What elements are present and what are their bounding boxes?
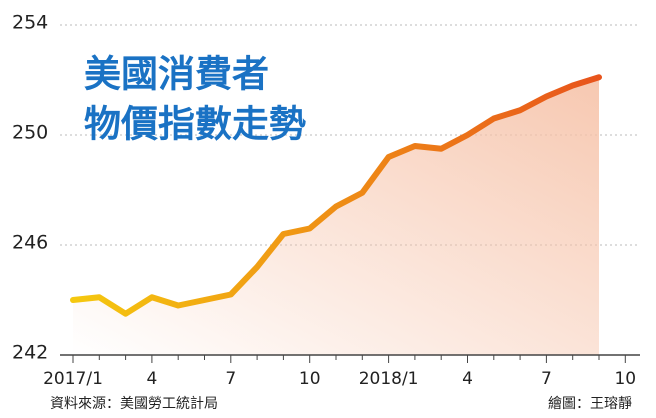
x-tick-label: 7 — [225, 369, 236, 389]
chart-title: 物價指數走勢 — [84, 103, 306, 146]
area — [73, 77, 599, 355]
credit-note: 繪圖：王瑢靜 — [548, 395, 632, 412]
x-tick-label: 4 — [462, 369, 473, 389]
x-tick-label: 7 — [541, 369, 552, 389]
chart-title: 美國消費者 — [84, 53, 269, 96]
y-tick-label: 242 — [12, 342, 48, 364]
source-note: 資料來源：美國勞工統計局 — [50, 396, 218, 412]
y-tick-label: 246 — [12, 232, 48, 254]
x-tick-label: 10 — [299, 369, 321, 389]
x-tick-label: 10 — [614, 369, 636, 389]
y-tick-label: 250 — [12, 122, 48, 144]
x-tick-label: 2017/1 — [43, 369, 103, 389]
y-tick-label: 254 — [12, 12, 48, 34]
line — [70, 74, 602, 317]
x-tick-label: 4 — [146, 369, 157, 389]
x-tick-label: 2018/1 — [359, 369, 419, 389]
